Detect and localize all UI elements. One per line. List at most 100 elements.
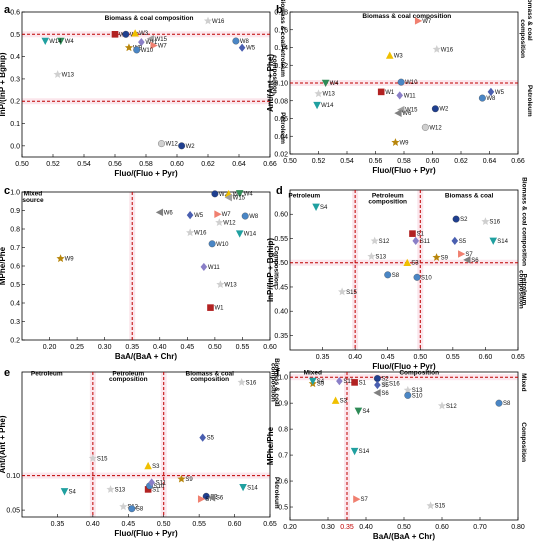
point-label: W13 [323,92,336,98]
y-tick-label: 0.12 [274,63,288,70]
y-tick-label: 0.8 [10,227,20,234]
region-label: Petroleum [279,112,286,144]
y-tick-label: 0.14 [274,45,288,52]
data-point [426,501,435,510]
point-label: W8 [240,39,250,45]
x-tick-label: 0.60 [228,521,242,528]
data-point [374,380,381,390]
x-tick-label: 0.80 [511,524,525,531]
data-point [403,385,412,394]
panel-b: b 0.50 0.52 0.54 0.56 0.58 0.60 0.62 0.64 0.66 0.0… [266,0,533,175]
point-label: W3 [394,53,404,59]
x-tick-label: 0.56 [108,161,122,168]
x-tick-label: 0.64 [232,161,246,168]
region-label: Biomass & coal composition [521,177,528,266]
region-label: Composition [399,370,439,377]
data-point [197,495,206,503]
data-point [384,271,392,279]
region-label: Composition [272,246,279,286]
region-label: Mixed [520,373,527,391]
x-tick-label: 0.50 [413,354,427,361]
threshold-band [290,259,518,266]
point-label: S2 [460,217,468,223]
data-point [432,253,441,261]
data-point [53,70,62,78]
data-point [487,87,495,96]
plot-frame [289,189,519,351]
point-label: W2 [186,144,196,150]
y-tick-label: 0.50 [274,260,288,267]
data-point [178,142,186,150]
y-tick-label: 0.05 [6,508,20,515]
data-point [133,46,141,54]
x-tick-label: 0.62 [201,161,215,168]
data-point [177,474,186,483]
x-tick-label: 0.35 [316,354,330,361]
data-point [451,236,459,246]
y-tick-label: 1.0 [278,375,288,382]
point-label: S11 [343,379,354,385]
point-label: S7 [361,497,369,503]
data-point [380,379,390,388]
data-point [404,391,412,399]
data-point [224,193,232,202]
x-tick-label: 0.25 [70,344,84,351]
data-point [413,273,421,281]
data-point [60,488,69,496]
y-tick-label: 0.9 [278,401,288,408]
region-label: Petroleum [279,45,286,77]
x-tick-label: 0.60 [479,354,493,361]
point-label: S2 [381,376,389,382]
x-tick-label: 0.60 [263,344,277,351]
x-tick-label: 0.52 [46,161,60,168]
y-axis-label: Ant/(Ant + Phe) [266,54,275,112]
data-point [414,17,423,25]
y-tick-label: 0.04 [274,134,288,141]
x-tick-label: 0.30 [321,524,335,531]
data-point [409,230,416,237]
x-tick-label: 0.52 [312,158,326,165]
region-label: composition [190,376,229,383]
x-tick-label: 0.40 [359,524,373,531]
data-point [370,236,379,245]
data-point [421,123,429,131]
x-tick-label: 0.50 [283,158,297,165]
panel-letter: e [4,367,10,379]
point-label: W16 [194,231,207,237]
data-point [431,105,439,113]
data-point [186,211,194,220]
point-label: S3 [340,399,348,405]
y-tick-label: 0.18 [274,10,288,17]
y-tick-label: 0.6 [278,479,288,486]
point-label: S16 [389,382,400,388]
data-point [207,304,214,311]
y-axis-label: Ant/(Ant + Phe) [0,415,7,473]
data-point [489,237,498,245]
point-label: S10 [412,393,423,399]
point-label: S11 [156,480,167,486]
data-point [207,493,216,502]
panel-letter: b [276,4,283,16]
data-point [452,215,460,223]
y-tick-label: 0.5 [10,32,20,39]
point-label: W7 [422,19,432,25]
x-tick-label: 0.54 [77,161,91,168]
y-tick-label: 0.02 [274,152,288,159]
data-point [367,252,376,260]
data-point [373,375,381,382]
data-point [150,41,158,50]
data-point [338,287,347,296]
data-point [350,447,359,456]
data-point [144,461,152,470]
x-tick-label: 0.40 [86,521,100,528]
y-tick-label: 0.55 [274,236,288,243]
data-point [155,208,164,217]
data-point [119,502,128,511]
y-tick-label: 0.10 [274,81,288,88]
data-point [331,396,340,404]
point-label: W14 [49,39,62,45]
data-point [385,51,394,59]
y-tick-label: 0.16 [274,27,288,34]
point-label: W8 [486,96,496,102]
y-tick-label: 1.0 [10,190,20,197]
